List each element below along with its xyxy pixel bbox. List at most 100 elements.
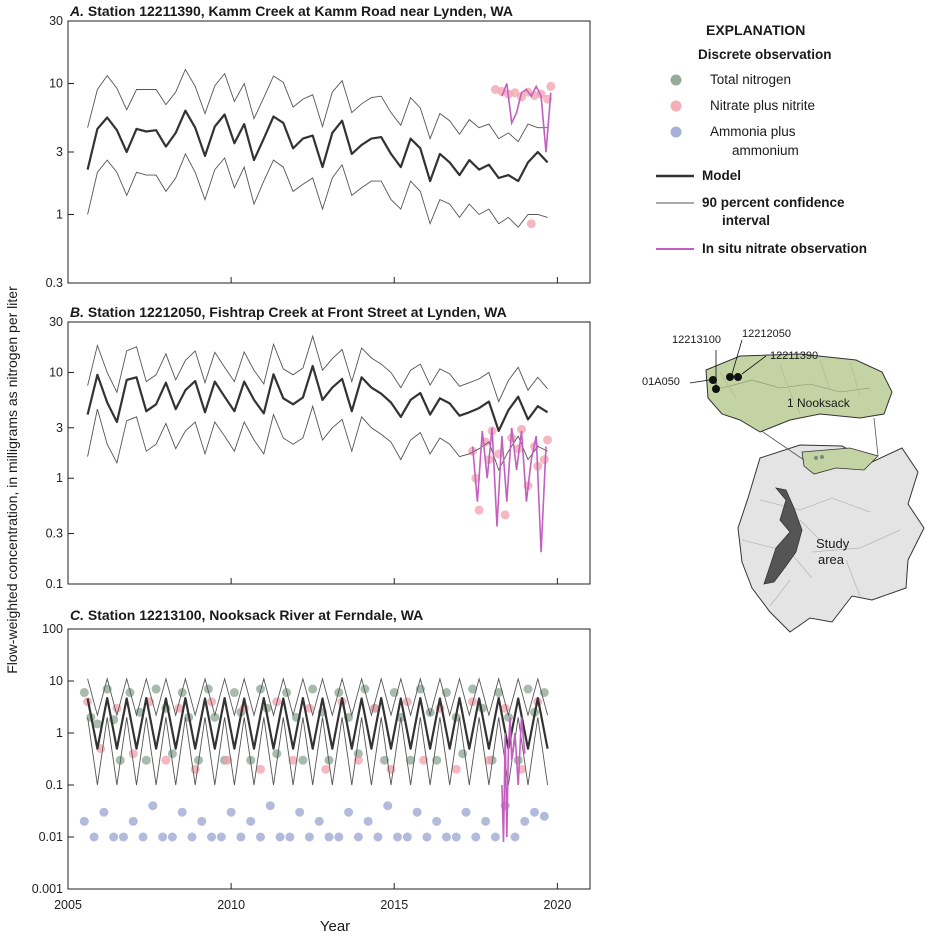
panel-b-letter: B. [70,304,84,320]
nitrate-point [546,81,556,91]
plot-area [86,334,553,553]
legend-nitrate-marker [670,100,682,112]
ammonia-point [216,832,226,842]
map-label-01A050: 01A050 [642,376,680,388]
station-marker-12212050 [726,373,734,381]
ammonia-point [432,816,442,826]
panel-a-letter: A. [70,3,84,19]
legend-total-nitrogen-marker [670,74,682,86]
ammonia-point [236,832,246,842]
ammonia-point [304,832,314,842]
ammonia-point [422,832,432,842]
panel-a-title: A. Station 12211390, Kamm Creek at Kamm … [70,3,513,19]
total-nitrogen-point [79,688,89,698]
ammonia-point [520,816,530,826]
total-nitrogen-point [298,755,308,765]
ammonia-point [167,832,177,842]
legend-ci-line2: interval [722,213,771,228]
ammonia-point [353,832,363,842]
ammonia-point [324,832,334,842]
total-nitrogen-point [151,684,161,694]
ammonia-point [138,832,148,842]
ammonia-point [187,832,197,842]
y-tick-label: 1 [56,471,63,485]
ammonia-point [226,807,236,817]
ammonia-point [441,832,451,842]
y-tick-label: 0.01 [39,830,63,844]
nitrate-point [543,435,553,445]
nitrate-point [539,455,549,465]
station-marker-12211390 [734,373,742,381]
total-nitrogen-point [360,684,370,694]
nitrate-point [321,764,331,774]
plot-area [86,68,556,229]
ammonia-point [383,801,393,811]
y-tick-label: 10 [49,674,63,688]
map-label-study-line2: area [818,552,845,567]
ammonia-point [99,807,109,817]
y-tick-label: 0.3 [46,527,63,541]
y-tick-label: 1 [56,726,63,740]
nooksack-river [711,379,871,393]
nitrate-point [474,505,484,515]
ammonia-point [539,811,549,821]
y-tick-label: 30 [49,14,63,28]
ammonia-point [118,832,128,842]
nitrate-point [255,764,265,774]
y-axis-label: Flow-weighted concentration, in milligra… [4,286,20,674]
ammonia-point [461,807,471,817]
total-nitrogen-point [92,719,102,729]
ammonia-point [197,816,207,826]
ammonia-point [481,816,491,826]
ammonia-point [246,816,256,826]
ammonia-point [89,832,99,842]
total-nitrogen-point [513,755,523,765]
nooksack-inset-small [801,447,879,475]
y-tick-label: 0.1 [46,778,63,792]
total-nitrogen-point [255,684,265,694]
ammonia-point [177,807,187,817]
panel-c-title-text: Station 12213100, Nooksack River at Fern… [87,607,424,623]
ci-lower-line [87,152,548,228]
insitu-line [501,83,552,153]
legend-heading: EXPLANATION [706,22,806,38]
total-nitrogen-point [229,688,239,698]
legend-ci-line1: 90 percent confidence [702,195,845,210]
x-tick-label: 2015 [380,898,408,912]
y-tick-label: 10 [49,365,63,379]
nooksack-subbasins [719,359,861,415]
legend-ammonia-line1: Ammonia plus [710,124,796,139]
total-nitrogen-point [523,684,533,694]
nitrate-point [526,219,536,229]
legend-total-nitrogen: Total nitrogen [710,72,792,87]
legend-insitu: In situ nitrate observation [702,241,868,256]
nitrate-point [451,764,461,774]
puget-sound [763,487,803,585]
map-label-12213100: 12213100 [672,334,721,346]
ammonia-point [255,832,265,842]
nitrate-point [516,424,526,434]
ammonia-point [412,807,422,817]
y-tick-label: 100 [42,622,63,636]
map-label-12212050: 12212050 [742,328,791,340]
ammonia-point [373,832,383,842]
legend-ammonia-marker [670,126,682,138]
ammonia-point [148,801,158,811]
total-nitrogen-point [272,749,282,759]
panel-c-title: C. Station 12213100, Nooksack River at F… [70,607,423,623]
ci-upper-line [87,68,548,143]
insitu-line [501,717,526,843]
ammonia-point [314,816,324,826]
plot-area [79,677,549,843]
ammonia-point [295,807,305,817]
ci-upper-line [87,677,549,717]
ci-lower-line [87,717,549,786]
total-nitrogen-point [494,688,504,698]
total-nitrogen-point [406,755,416,765]
legend-subheading: Discrete observation [698,47,832,62]
x-tick-label: 2010 [217,898,245,912]
ammonia-point [393,832,403,842]
callout-line [873,417,879,457]
nooksack-basin [705,353,893,433]
ammonia-point [490,832,500,842]
